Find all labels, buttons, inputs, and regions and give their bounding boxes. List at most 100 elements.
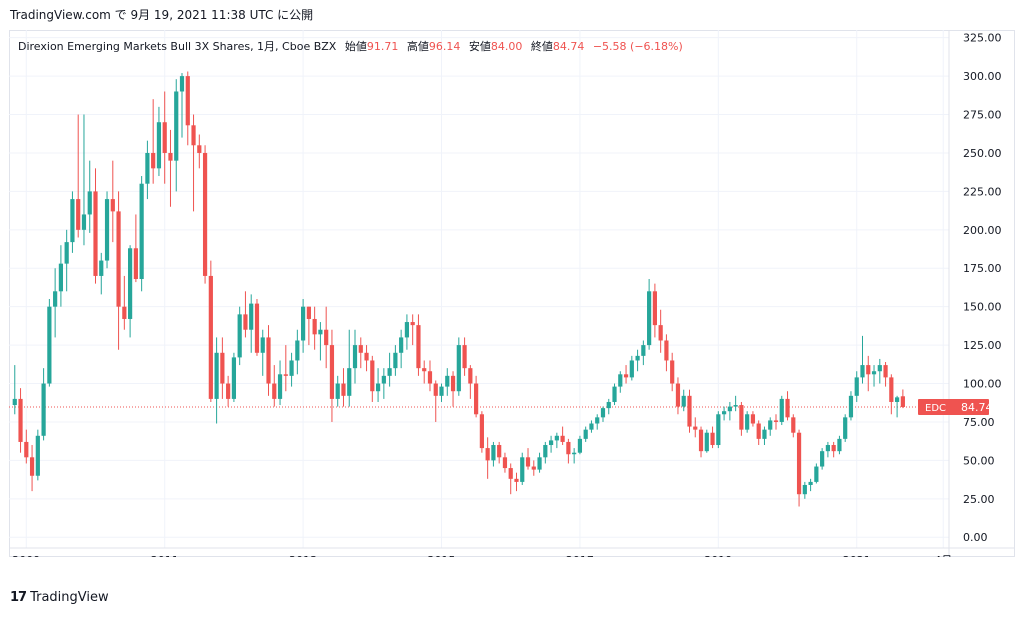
- y-tick-label: 50.00: [963, 454, 995, 467]
- candle-body: [889, 377, 894, 402]
- candle-body: [439, 386, 444, 396]
- candle-body: [87, 191, 92, 215]
- candle-body: [773, 420, 779, 422]
- candle: [785, 391, 790, 421]
- candle: [871, 365, 877, 387]
- candle-body: [635, 355, 640, 361]
- candle-body: [762, 429, 767, 439]
- candle-body: [156, 122, 162, 169]
- candle-body: [133, 248, 138, 280]
- candle-body: [295, 340, 300, 361]
- candle: [531, 460, 536, 476]
- candle: [93, 168, 98, 284]
- candlestick-chart[interactable]: 0.00 25.00 50.00 75.00 100.00 125.00 150.00 175…: [9, 30, 1015, 557]
- candle-body: [220, 352, 225, 384]
- footer-branding[interactable]: 17 TradingView: [10, 590, 109, 605]
- candle: [168, 129, 173, 207]
- candle: [64, 229, 69, 292]
- candle: [416, 314, 421, 376]
- candle: [249, 294, 254, 353]
- candle: [381, 368, 386, 399]
- candle: [773, 414, 779, 430]
- candle: [802, 481, 807, 499]
- candle: [99, 252, 104, 295]
- candle: [260, 329, 265, 376]
- candle-body: [202, 152, 208, 276]
- candle-body: [600, 408, 606, 418]
- candle-body: [341, 383, 346, 396]
- candle-body: [687, 395, 692, 427]
- candle-body: [151, 152, 156, 169]
- y-tick-label: 325.00: [963, 32, 1002, 45]
- x-tick-label: 2013: [289, 554, 317, 557]
- candle: [820, 448, 825, 470]
- candle: [514, 472, 519, 492]
- candle-body: [249, 303, 254, 330]
- candle: [70, 191, 75, 253]
- candle: [318, 322, 323, 361]
- candle-body: [900, 396, 905, 407]
- candle: [756, 420, 761, 446]
- y-tick-label: 150.00: [963, 301, 1002, 314]
- low-value: 84.00: [490, 40, 523, 53]
- candle: [410, 314, 415, 346]
- candle: [652, 283, 657, 338]
- candle: [889, 374, 894, 415]
- candle-body: [197, 145, 202, 153]
- candle: [301, 298, 306, 353]
- candle-body: [381, 375, 386, 384]
- candle: [502, 452, 508, 473]
- candle: [508, 463, 513, 495]
- candle: [427, 360, 433, 392]
- candle: [12, 365, 17, 415]
- candle-body: [93, 191, 98, 276]
- low-label: 安値: [468, 40, 491, 53]
- candle-body: [618, 374, 623, 387]
- candle-body: [894, 397, 900, 402]
- candle-body: [670, 360, 675, 384]
- candle-body: [583, 429, 588, 439]
- candle: [566, 438, 571, 464]
- candle: [110, 160, 115, 243]
- candle-body: [128, 248, 133, 319]
- candle-body: [185, 76, 190, 126]
- candle: [618, 371, 623, 393]
- y-tick-label: 225.00: [963, 185, 1002, 198]
- candle-body: [416, 325, 421, 369]
- candle: [29, 445, 35, 492]
- candle: [635, 349, 640, 372]
- candle-body: [272, 383, 277, 399]
- candle: [197, 134, 202, 169]
- x-tick-label: 2009: [12, 554, 40, 557]
- candle-body: [179, 76, 185, 92]
- candle-body: [520, 457, 525, 482]
- candle-body: [508, 468, 513, 479]
- candle-body: [364, 352, 369, 361]
- candle-body: [214, 352, 219, 399]
- candle-body: [698, 429, 704, 452]
- chart-frame: [9, 30, 1015, 557]
- candle: [352, 329, 358, 384]
- candle-body: [502, 457, 508, 469]
- candle: [329, 329, 335, 422]
- candle-body: [796, 432, 802, 495]
- y-tick-label: 0.00: [963, 531, 988, 544]
- candle-body: [329, 345, 335, 399]
- candle: [439, 383, 444, 402]
- candle-body: [652, 291, 657, 326]
- candle: [24, 429, 29, 464]
- candle-body: [99, 260, 104, 276]
- candle: [479, 411, 484, 453]
- candle-body: [335, 383, 340, 399]
- candle: [589, 420, 594, 433]
- candle: [750, 411, 756, 427]
- candle: [641, 340, 646, 366]
- candle: [162, 91, 167, 184]
- candle-body: [12, 398, 17, 406]
- y-tick-label: 200.00: [963, 224, 1002, 237]
- close-label: 終値: [530, 40, 553, 53]
- candle-body: [871, 371, 877, 375]
- candle: [445, 368, 450, 396]
- candle-body: [497, 445, 502, 458]
- candle-body: [681, 395, 686, 407]
